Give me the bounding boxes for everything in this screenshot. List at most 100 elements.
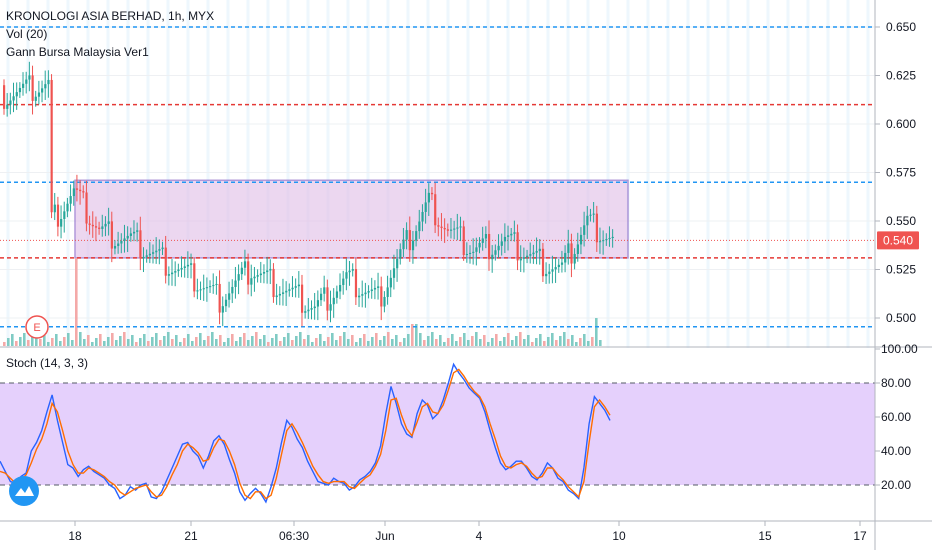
- candle-body: [231, 286, 234, 294]
- volume-bar: [219, 335, 222, 346]
- volume-bar: [247, 340, 250, 346]
- volume-bar: [179, 342, 182, 346]
- volume-bar: [551, 333, 554, 346]
- candle-body: [304, 311, 307, 313]
- candle-body: [6, 104, 9, 109]
- candle-body: [320, 293, 323, 301]
- volume-bar: [423, 340, 426, 346]
- stoch-indicator-label[interactable]: Stoch (14, 3, 3): [6, 356, 89, 370]
- volume-bar: [27, 340, 30, 346]
- candle-body: [218, 283, 221, 313]
- candle-body: [205, 287, 209, 289]
- candle-body: [529, 254, 532, 256]
- volume-bar: [443, 342, 446, 346]
- volume-bar: [143, 334, 146, 346]
- candle-body: [339, 285, 342, 292]
- candle-body: [215, 283, 218, 286]
- stoch-k-line[interactable]: [0, 362, 611, 504]
- stoch-tick-label: 100.00: [881, 342, 918, 356]
- candle-body: [541, 248, 545, 277]
- candle-body: [148, 253, 152, 256]
- volume-bar: [47, 342, 50, 346]
- volume-bar: [403, 338, 406, 346]
- candle-body: [342, 278, 345, 286]
- candle-body: [82, 191, 85, 193]
- volume-bar: [307, 335, 310, 346]
- volume-bar: [231, 334, 234, 346]
- volume-bar: [327, 337, 330, 346]
- price-tick-label: 0.600: [886, 117, 916, 131]
- volume-bar: [107, 337, 110, 346]
- volume-bar: [579, 338, 582, 346]
- volume-bar: [323, 341, 326, 346]
- stoch-tick-label: 20.00: [881, 478, 911, 492]
- time-tick-label: 17: [853, 529, 867, 543]
- volume-bar: [375, 333, 378, 346]
- volume-bar: [255, 332, 258, 346]
- candle-body: [145, 255, 148, 257]
- volume-indicator-label[interactable]: Vol (20): [6, 27, 48, 41]
- volume-bar: [195, 337, 198, 346]
- candle-body: [345, 272, 348, 279]
- candle-body: [120, 240, 123, 244]
- candle-body: [475, 247, 478, 252]
- stochastic-pane[interactable]: [0, 348, 875, 521]
- volume-bar: [31, 336, 34, 346]
- volume-bar: [95, 338, 98, 346]
- candle-body: [212, 285, 215, 287]
- cloud-icon[interactable]: [9, 476, 39, 506]
- candle-body: [548, 271, 551, 274]
- volume-bar: [419, 333, 422, 346]
- candle-body: [358, 295, 361, 298]
- candle-body: [386, 287, 389, 297]
- candle-body: [234, 280, 237, 287]
- candle-body: [174, 271, 177, 273]
- volume-bar: [379, 340, 382, 346]
- candle-body: [564, 252, 567, 263]
- volume-bar: [243, 333, 246, 346]
- candle-body: [396, 258, 399, 269]
- candle-body: [364, 292, 367, 295]
- candle-body: [326, 287, 329, 311]
- volume-bar: [159, 340, 162, 346]
- candle-body: [247, 261, 250, 285]
- candle-body: [269, 268, 272, 271]
- range-box[interactable]: [74, 179, 629, 259]
- volume-bar: [539, 334, 542, 346]
- volume-bar: [239, 337, 242, 346]
- stoch-d-line[interactable]: [0, 368, 611, 500]
- candle-body: [459, 226, 462, 228]
- volume-bar: [19, 337, 22, 346]
- candle-body: [12, 96, 15, 101]
- candle-body: [579, 234, 583, 245]
- volume-bar: [515, 336, 518, 346]
- candle-body: [110, 221, 113, 249]
- volume-bar: [531, 342, 534, 346]
- candle-body: [272, 268, 275, 298]
- candle-body: [88, 223, 91, 225]
- candle-body: [380, 286, 383, 307]
- cloud-icon-bg[interactable]: [9, 476, 39, 506]
- stoch-tick-label: 80.00: [881, 376, 911, 390]
- candle-body: [481, 238, 484, 243]
- volume-bar: [103, 341, 106, 346]
- candle-body: [66, 203, 69, 212]
- candle-body: [155, 250, 158, 253]
- price-tick-label: 0.550: [886, 214, 916, 228]
- candle-body: [85, 192, 88, 224]
- gann-indicator-label[interactable]: Gann Bursa Malaysia Ver1: [6, 45, 149, 59]
- earnings-event-label: E: [33, 322, 40, 334]
- volume-bar: [191, 341, 194, 346]
- volume-bar: [571, 335, 574, 346]
- volume-bar: [455, 341, 458, 346]
- candle-body: [373, 287, 377, 290]
- volume-bar: [363, 334, 366, 346]
- candle-body: [532, 252, 535, 255]
- earnings-event-marker[interactable]: [25, 315, 49, 339]
- candle-body: [567, 243, 570, 253]
- volume-bar: [183, 338, 186, 346]
- candle-body: [171, 272, 174, 275]
- last-price-badge: [877, 231, 919, 250]
